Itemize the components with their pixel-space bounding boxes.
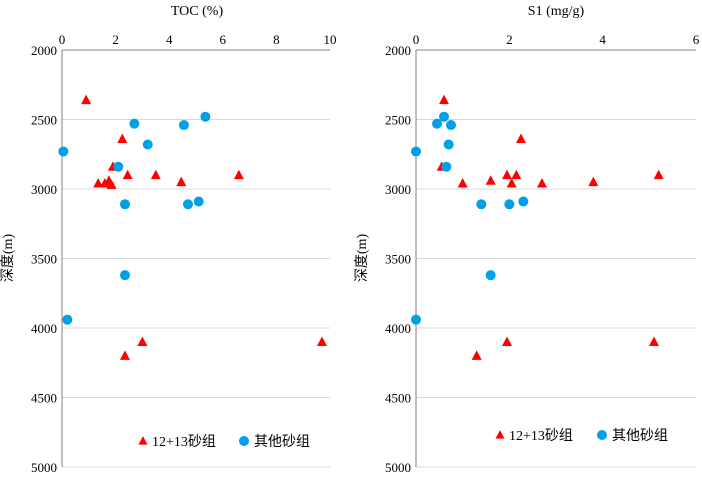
data-point-triangle (471, 350, 482, 360)
chart-title: S1 (mg/g) (528, 4, 585, 19)
data-point-circle (411, 314, 421, 325)
data-point-circle (476, 199, 487, 210)
legend-marker-circle (597, 430, 607, 440)
x-tick-label: 2 (506, 32, 513, 47)
y-axis-label: 深度(m) (354, 234, 370, 283)
data-point-circle (432, 118, 442, 129)
y-tick-label: 4500 (31, 391, 57, 406)
data-point-triangle (150, 169, 161, 180)
x-tick-label: 2 (112, 32, 119, 47)
data-point-triangle (137, 336, 148, 346)
y-tick-label: 3000 (31, 182, 57, 197)
data-point-circle (439, 111, 449, 122)
data-point-triangle (537, 178, 547, 188)
data-point-triangle (502, 169, 512, 180)
data-point-triangle (506, 178, 517, 188)
data-point-circle (129, 118, 140, 129)
data-point-circle (518, 196, 529, 207)
data-point-triangle (99, 178, 110, 188)
x-tick-label: 6 (693, 32, 700, 47)
y-tick-label: 4000 (385, 321, 411, 336)
data-point-circle (446, 120, 456, 131)
data-point-triangle (316, 336, 327, 346)
y-tick-label: 2500 (385, 113, 411, 128)
data-point-circle (182, 199, 193, 210)
y-tick-label: 5000 (385, 460, 411, 475)
data-point-circle (62, 314, 73, 325)
x-tick-label: 0 (59, 32, 66, 47)
data-point-circle (113, 161, 124, 172)
data-point-circle (485, 270, 496, 281)
y-tick-label: 4500 (385, 391, 411, 406)
data-point-triangle (233, 169, 244, 180)
legend-label: 12+13砂组 (509, 428, 573, 444)
data-point-triangle (106, 179, 117, 189)
y-tick-label: 4000 (31, 321, 57, 336)
data-point-circle (411, 146, 421, 157)
x-tick-label: 0 (413, 32, 420, 47)
data-point-triangle (439, 94, 449, 105)
data-point-circle (193, 196, 204, 207)
y-tick-label: 5000 (31, 460, 57, 475)
data-point-triangle (119, 350, 130, 360)
data-point-triangle (457, 178, 468, 188)
chart-title: TOC (%) (171, 4, 224, 19)
legend-label: 12+13砂组 (152, 434, 216, 450)
x-tick-label: 4 (166, 32, 173, 47)
data-point-triangle (117, 133, 128, 144)
y-tick-label: 2500 (31, 113, 57, 128)
legend-marker-triangle (138, 436, 148, 445)
x-tick-label: 10 (324, 32, 337, 47)
data-point-triangle (502, 336, 512, 346)
y-tick-label: 3000 (385, 182, 411, 197)
data-point-circle (119, 199, 130, 210)
data-point-triangle (649, 336, 659, 346)
data-point-circle (200, 111, 211, 122)
y-tick-label: 3500 (31, 252, 57, 267)
data-point-triangle (653, 169, 664, 180)
y-axis-label: 深度(m) (0, 234, 16, 283)
data-point-triangle (93, 178, 104, 188)
data-point-triangle (516, 133, 526, 144)
legend-label: 其他砂组 (254, 434, 310, 450)
x-tick-label: 4 (599, 32, 606, 47)
legend-label: 其他砂组 (612, 428, 668, 444)
x-tick-label: 6 (220, 32, 227, 47)
legend-marker-circle (239, 436, 249, 446)
data-point-circle (142, 139, 153, 150)
data-point-circle (441, 161, 452, 172)
data-point-triangle (485, 175, 496, 185)
data-point-circle (58, 146, 69, 157)
data-point-circle (178, 120, 189, 131)
y-tick-label: 2000 (385, 43, 411, 58)
legend-marker-triangle (495, 430, 505, 439)
data-point-triangle (588, 176, 599, 187)
data-point-triangle (176, 176, 187, 187)
data-point-triangle (511, 169, 522, 180)
data-point-circle (504, 199, 515, 210)
y-tick-label: 2000 (31, 43, 57, 58)
data-point-triangle (81, 94, 92, 105)
data-point-triangle (122, 169, 133, 180)
data-point-circle (119, 270, 130, 281)
data-point-circle (443, 139, 454, 150)
x-tick-label: 8 (273, 32, 280, 47)
y-tick-label: 3500 (385, 252, 411, 267)
